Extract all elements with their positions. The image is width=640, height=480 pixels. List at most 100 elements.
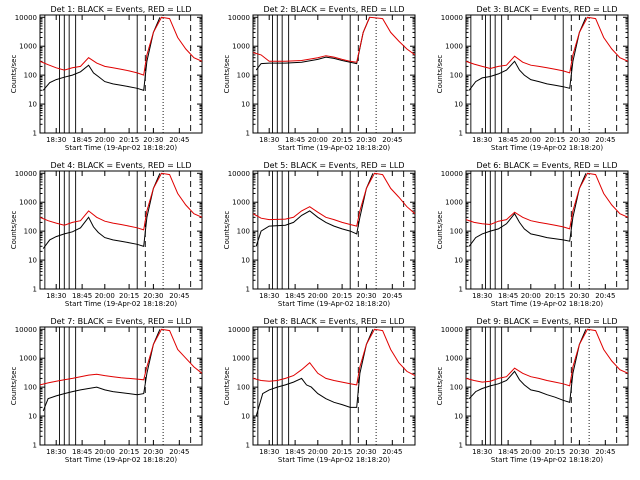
- x-tick-label: 20:15: [119, 136, 139, 144]
- x-tick-label: 20:45: [595, 136, 615, 144]
- plot-frame: [252, 14, 416, 134]
- y-axis-label: Counts/sec: [10, 211, 18, 250]
- x-tick-label: 18:30: [472, 292, 492, 300]
- x-tick-label: 20:45: [382, 448, 402, 456]
- x-tick-label: 20:15: [119, 448, 139, 456]
- y-tick-label: 1000: [19, 199, 37, 207]
- events-series-line: [255, 173, 374, 247]
- y-tick-label: 10000: [228, 14, 250, 22]
- y-tick-label: 10000: [441, 170, 463, 178]
- plot-frame: [39, 14, 203, 134]
- lld-series-line: [466, 328, 628, 387]
- y-tick-label: 10000: [441, 14, 463, 22]
- y-tick-label: 1: [246, 442, 250, 450]
- panel-title: Det 1: BLACK = Events, RED = LLD: [51, 5, 192, 14]
- x-tick-label: 20:00: [308, 448, 328, 456]
- lld-series-line: [40, 328, 202, 386]
- x-axis-label: Start Time (19-Apr-02 18:18:20): [278, 300, 390, 308]
- x-tick-label: 20:45: [169, 448, 189, 456]
- x-tick-label: 18:45: [72, 136, 92, 144]
- detector-panel: Det 1: BLACK = Events, RED = LLD 1 10 100 10…: [10, 5, 203, 152]
- y-axis-label: Counts/sec: [436, 55, 444, 94]
- x-tick-label: 20:15: [332, 136, 352, 144]
- y-axis-label: Counts/sec: [223, 367, 231, 406]
- x-tick-label: 20:15: [332, 448, 352, 456]
- y-tick-label: 10: [241, 257, 250, 265]
- detector-panel: Det 6: BLACK = Events, RED = LLD 1 10 100 10…: [436, 161, 629, 308]
- x-axis-label: Start Time (19-Apr-02 18:18:20): [278, 456, 390, 464]
- panel-title: Det 6: BLACK = Events, RED = LLD: [477, 161, 618, 170]
- x-tick-label: 20:30: [143, 292, 163, 300]
- events-series-line: [255, 17, 371, 71]
- detector-panel: Det 8: BLACK = Events, RED = LLD 1 10 100 10…: [223, 317, 416, 464]
- plot-frame: [465, 170, 629, 290]
- x-axis-label: Start Time (19-Apr-02 18:18:20): [491, 300, 603, 308]
- plot-frame: [39, 326, 203, 446]
- x-tick-label: 20:30: [143, 448, 163, 456]
- panel-title: Det 4: BLACK = Events, RED = LLD: [51, 161, 192, 170]
- y-tick-label: 1000: [19, 355, 37, 363]
- y-tick-label: 100: [24, 384, 37, 392]
- y-tick-label: 100: [237, 72, 250, 80]
- events-series-line: [42, 173, 161, 249]
- y-axis-label: Counts/sec: [10, 55, 18, 94]
- panel-title: Det 3: BLACK = Events, RED = LLD: [477, 5, 618, 14]
- x-tick-label: 18:30: [472, 136, 492, 144]
- x-tick-label: 20:00: [95, 448, 115, 456]
- y-tick-label: 100: [24, 72, 37, 80]
- y-tick-label: 10000: [441, 326, 463, 334]
- plot-frame: [252, 170, 416, 290]
- x-tick-label: 20:30: [569, 292, 589, 300]
- x-tick-label: 20:30: [569, 448, 589, 456]
- y-tick-label: 100: [450, 228, 463, 236]
- detector-panel: Det 5: BLACK = Events, RED = LLD 1 10 100 10…: [223, 161, 416, 308]
- y-axis-label: Counts/sec: [436, 211, 444, 250]
- y-tick-label: 1: [33, 130, 37, 138]
- x-tick-label: 20:15: [545, 136, 565, 144]
- y-tick-label: 10000: [15, 14, 37, 22]
- y-tick-label: 10: [241, 101, 250, 109]
- x-tick-label: 20:30: [143, 136, 163, 144]
- x-tick-label: 18:30: [46, 136, 66, 144]
- y-tick-label: 10000: [228, 170, 250, 178]
- x-tick-label: 20:45: [595, 448, 615, 456]
- x-axis-label: Start Time (19-Apr-02 18:18:20): [491, 144, 603, 152]
- x-tick-label: 18:45: [498, 448, 518, 456]
- detector-panel: Det 4: BLACK = Events, RED = LLD 1 10 100 10…: [10, 161, 203, 308]
- y-axis-label: Counts/sec: [223, 211, 231, 250]
- y-tick-label: 100: [24, 228, 37, 236]
- y-tick-label: 10000: [228, 326, 250, 334]
- y-tick-label: 10000: [15, 326, 37, 334]
- detector-panel: Det 7: BLACK = Events, RED = LLD 1 10 100 10…: [10, 317, 203, 464]
- y-tick-label: 1: [33, 442, 37, 450]
- x-tick-label: 20:45: [169, 292, 189, 300]
- y-tick-label: 1000: [445, 199, 463, 207]
- detector-panel: Det 3: BLACK = Events, RED = LLD 1 10 100 10…: [436, 5, 629, 152]
- x-tick-label: 20:00: [521, 136, 541, 144]
- y-tick-label: 10: [28, 257, 37, 265]
- x-tick-label: 20:00: [308, 136, 328, 144]
- y-axis-label: Counts/sec: [436, 367, 444, 406]
- y-axis-label: Counts/sec: [223, 55, 231, 94]
- y-tick-label: 10: [28, 413, 37, 421]
- y-tick-label: 10: [454, 101, 463, 109]
- y-tick-label: 1000: [232, 355, 250, 363]
- x-axis-label: Start Time (19-Apr-02 18:18:20): [278, 144, 390, 152]
- x-axis-label: Start Time (19-Apr-02 18:18:20): [65, 300, 177, 308]
- lld-series-line: [253, 328, 415, 386]
- x-tick-label: 18:30: [259, 448, 279, 456]
- y-tick-label: 1: [459, 130, 463, 138]
- y-tick-label: 10: [454, 257, 463, 265]
- plot-frame: [465, 14, 629, 134]
- y-tick-label: 1: [33, 286, 37, 294]
- x-tick-label: 18:30: [46, 292, 66, 300]
- x-tick-label: 20:30: [356, 136, 376, 144]
- y-tick-label: 1000: [445, 355, 463, 363]
- x-axis-label: Start Time (19-Apr-02 18:18:20): [65, 456, 177, 464]
- x-axis-label: Start Time (19-Apr-02 18:18:20): [491, 456, 603, 464]
- x-tick-label: 20:00: [95, 136, 115, 144]
- x-tick-label: 20:45: [169, 136, 189, 144]
- x-tick-label: 18:45: [72, 448, 92, 456]
- x-tick-label: 18:45: [498, 136, 518, 144]
- y-tick-label: 1000: [19, 43, 37, 51]
